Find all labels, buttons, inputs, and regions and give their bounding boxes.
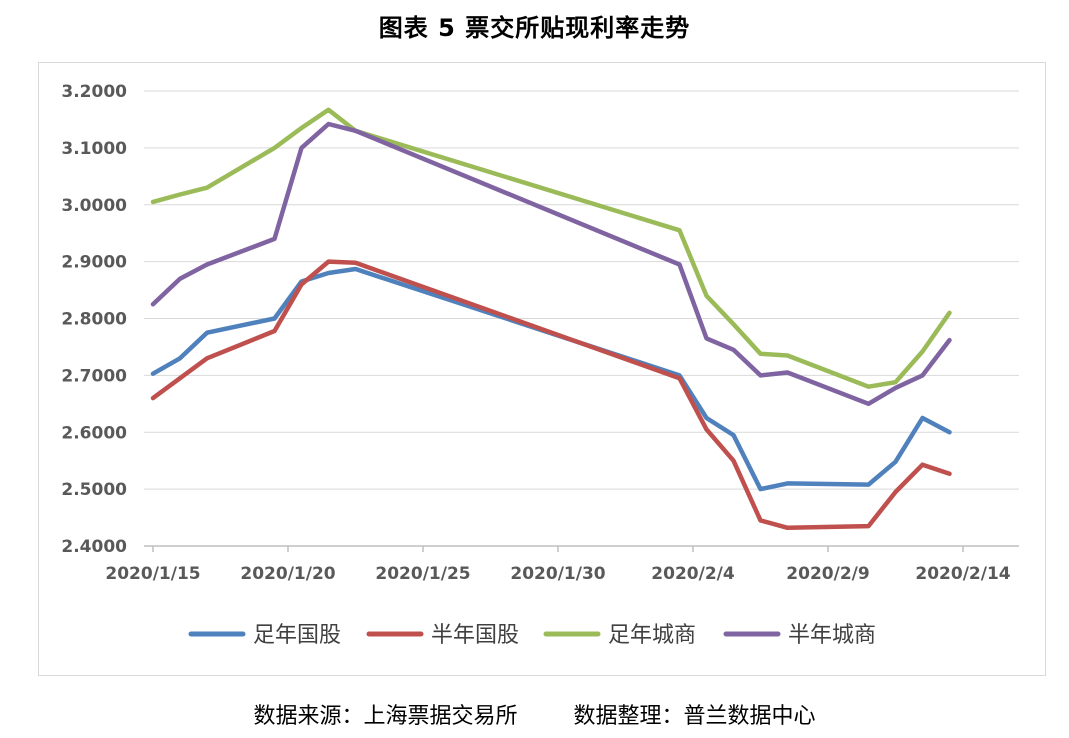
series-line-2 [150, 107, 952, 389]
x-tick-label: 2020/2/9 [786, 564, 869, 584]
y-tick-label: 2.6000 [61, 423, 127, 443]
y-tick-label: 3.0000 [61, 196, 127, 216]
legend: 足年国股 半年国股 足年城商 半年城商 [188, 623, 876, 648]
y-tick-label: 2.8000 [61, 310, 127, 330]
chart-frame: 2.4000 2.5000 2.6000 2.7000 2.8000 2.9000 3.00… [38, 62, 1046, 676]
x-tick-label: 2020/1/15 [105, 564, 200, 584]
y-tick-label: 3.2000 [61, 82, 127, 102]
legend-label: 足年城商 [608, 623, 696, 648]
legend-label: 足年国股 [253, 623, 341, 648]
gridlines [144, 90, 1019, 547]
y-tick-label: 2.7000 [61, 366, 127, 386]
x-tick-label: 2020/1/20 [240, 564, 335, 584]
x-tick-label: 2020/2/4 [651, 564, 735, 584]
series-line-1 [150, 259, 952, 531]
y-tick-label: 2.5000 [61, 480, 127, 500]
series-lines [150, 107, 952, 531]
series-line-3 [150, 121, 952, 407]
x-axis: 2020/1/15 2020/1/20 2020/1/25 2020/1/30 2020… [105, 545, 1019, 584]
source-note: 数据来源：上海票据交易所 数据整理：普兰数据中心 [253, 704, 816, 729]
y-tick-label: 3.1000 [61, 139, 127, 159]
x-tick-label: 2020/1/30 [510, 564, 605, 584]
y-tick-label: 2.9000 [61, 253, 127, 273]
series-line-0 [150, 266, 952, 492]
chart-title: 图表 5 票交所贴现利率走势 [378, 14, 691, 42]
y-tick-label: 2.4000 [61, 537, 127, 557]
x-tick-label: 2020/1/25 [375, 564, 470, 584]
y-axis-ticks: 2.4000 2.5000 2.6000 2.7000 2.8000 2.9000 3.00… [61, 82, 127, 557]
legend-label: 半年国股 [431, 623, 519, 648]
line-chart: 2.4000 2.5000 2.6000 2.7000 2.8000 2.9000 3.00… [61, 82, 1019, 648]
x-tick-label: 2020/2/14 [915, 564, 1010, 584]
legend-label: 半年城商 [788, 623, 876, 648]
